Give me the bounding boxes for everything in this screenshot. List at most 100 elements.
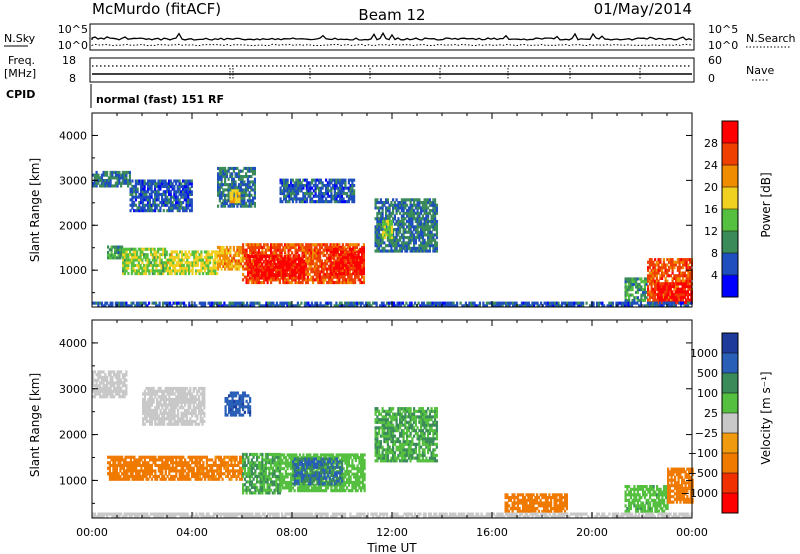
power-cell: [427, 249, 430, 253]
power-cell: [344, 178, 347, 182]
power-cell: [239, 185, 242, 189]
power-cell: [295, 178, 298, 182]
power-cell: [157, 179, 160, 183]
velocity-cell: [182, 455, 185, 459]
power-cell: [164, 255, 167, 259]
power-cell: [331, 278, 334, 282]
velocity-cell: [184, 463, 187, 467]
power-cell: [676, 258, 679, 262]
power-cell: [296, 243, 299, 247]
power-cell: [678, 279, 681, 283]
power-cell: [148, 182, 151, 186]
power-cell: [669, 290, 672, 294]
power-cell: [665, 295, 668, 299]
velocity-cell: [145, 472, 148, 476]
power-cell: [270, 304, 273, 308]
power-cell: [162, 190, 165, 194]
power-cell: [258, 304, 261, 308]
power-cell: [639, 304, 642, 308]
power-cell: [333, 245, 336, 249]
velocity-cell: [133, 466, 136, 470]
power-cell: [660, 298, 663, 302]
power-cell: [123, 301, 126, 305]
power-cell: [519, 304, 522, 308]
power-cell: [107, 176, 110, 180]
power-cell: [427, 222, 430, 226]
power-cell: [407, 206, 410, 210]
power-cell: [652, 282, 655, 286]
power-cell: [347, 186, 350, 190]
power-cell: [313, 272, 316, 276]
power-cell: [181, 266, 184, 270]
power-cell: [298, 189, 301, 193]
power-cell: [404, 217, 407, 221]
power-cell: [434, 203, 437, 207]
power-cell: [299, 276, 302, 280]
power-cell: [354, 259, 357, 263]
power-cell: [351, 186, 354, 190]
power-cell: [378, 228, 381, 232]
power-cell: [146, 253, 149, 257]
power-cell: [139, 272, 142, 276]
power-cell: [273, 260, 276, 264]
power-cell: [381, 209, 384, 213]
velocity-cell: [198, 472, 201, 476]
power-cell: [278, 278, 281, 282]
power-cell: [283, 186, 286, 190]
power-cell: [312, 259, 315, 263]
power-cell: [324, 278, 327, 282]
power-cell: [672, 293, 675, 297]
power-cell: [559, 304, 562, 308]
power-cell: [341, 272, 344, 276]
power-cell: [157, 272, 160, 276]
power-cell: [315, 248, 318, 252]
power-cell: [133, 187, 136, 191]
power-cell: [352, 248, 355, 252]
power-cell: [153, 250, 156, 254]
power-cell: [404, 203, 407, 207]
power-cell: [305, 304, 308, 308]
velocity-cell: [191, 472, 194, 476]
velocity-cell: [156, 458, 159, 462]
power-cell: [262, 265, 265, 269]
power-cell: [341, 281, 344, 285]
power-cell: [302, 192, 305, 196]
power-cell: [506, 304, 509, 308]
power-cell: [655, 271, 658, 275]
power-cell: [629, 301, 632, 305]
power-cell: [217, 259, 220, 263]
power-cell: [184, 269, 187, 273]
power-cell: [322, 248, 325, 252]
power-cell: [248, 185, 251, 189]
power-cell: [347, 194, 350, 198]
velocity-cell: [133, 458, 136, 462]
power-cell: [397, 238, 400, 242]
power-cell: [225, 183, 228, 187]
power-cell: [348, 278, 351, 282]
power-cell: [332, 186, 335, 190]
velocity-cell: [171, 469, 174, 473]
power-cell: [312, 278, 315, 282]
power-cell: [224, 180, 227, 184]
power-cell: [675, 263, 678, 267]
power-cell: [127, 253, 130, 257]
power-cell: [229, 172, 232, 176]
power-cell: [129, 247, 132, 251]
power-cell: [236, 166, 239, 170]
power-cell: [231, 185, 234, 189]
power-cell: [331, 272, 334, 276]
power-cell: [186, 258, 189, 262]
power-cell: [175, 255, 178, 259]
power-cell: [198, 301, 201, 305]
velocity-cell: [194, 455, 197, 459]
power-cell: [338, 261, 341, 265]
power-cell: [157, 209, 160, 213]
power-cell: [376, 206, 379, 210]
power-cell: [436, 301, 439, 305]
power-cell: [127, 263, 130, 267]
power-cell: [678, 295, 681, 299]
power-cell: [345, 258, 348, 262]
power-cell: [305, 262, 308, 266]
power-cell: [209, 269, 212, 273]
power-cell: [667, 287, 670, 291]
